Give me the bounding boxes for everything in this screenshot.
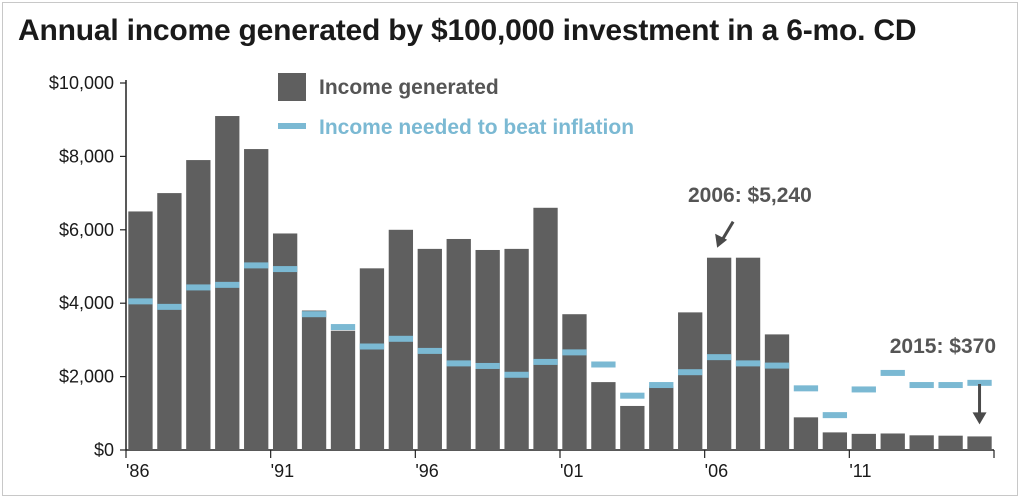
bar	[706, 257, 732, 450]
bar	[128, 211, 153, 450]
legend-label-income: Income generated	[319, 76, 499, 99]
bar	[735, 257, 761, 450]
inflation-marker	[330, 324, 356, 331]
x-tick-label: '06	[705, 461, 728, 481]
y-tick-label: $0	[94, 440, 114, 460]
bar	[822, 432, 848, 450]
inflation-marker	[880, 369, 905, 376]
inflation-marker	[967, 379, 992, 386]
bar	[909, 435, 934, 450]
chart-frame	[2, 2, 1018, 496]
inflation-marker	[157, 303, 182, 310]
bar	[620, 405, 645, 450]
inflation-marker	[533, 358, 558, 365]
y-tick-label: $4,000	[59, 293, 114, 313]
annotation-arrowhead-2006	[715, 233, 728, 248]
bar	[649, 386, 674, 450]
bar	[678, 312, 703, 450]
bar	[764, 334, 790, 450]
y-tick-label: $6,000	[59, 220, 114, 240]
bar	[793, 417, 819, 450]
bar	[967, 436, 992, 450]
bar	[359, 268, 385, 450]
bar	[244, 149, 269, 450]
y-tick-label: $10,000	[49, 73, 114, 93]
annotation-2006: 2006: $5,240	[688, 184, 812, 207]
inflation-marker	[678, 369, 703, 376]
y-tick-label: $2,000	[59, 367, 114, 387]
inflation-marker	[417, 347, 442, 354]
bar	[157, 193, 182, 450]
y-tick-label: $8,000	[59, 146, 114, 166]
inflation-marker	[272, 266, 298, 273]
x-tick-label: '11	[849, 461, 871, 481]
x-tick-label: '96	[415, 461, 438, 481]
bar	[446, 238, 471, 450]
bar	[533, 207, 558, 450]
inflation-marker	[186, 284, 211, 291]
bar	[880, 433, 905, 450]
inflation-marker	[851, 386, 876, 393]
inflation-marker	[215, 281, 240, 288]
inflation-marker	[649, 382, 674, 389]
inflation-marker	[446, 360, 471, 367]
x-tick-label: '01	[560, 461, 583, 481]
inflation-marker	[735, 360, 761, 367]
inflation-marker	[504, 371, 529, 378]
bar	[475, 249, 500, 450]
bar	[330, 330, 356, 450]
inflation-marker	[938, 382, 963, 389]
legend-swatch-income	[278, 73, 306, 101]
inflation-marker	[591, 361, 616, 368]
inflation-marker	[909, 382, 934, 389]
x-tick-label: '91	[271, 461, 294, 481]
inflation-marker	[822, 412, 848, 419]
inflation-marker	[388, 335, 414, 342]
annotation-2015: 2015: $370	[890, 335, 996, 358]
inflation-marker	[244, 262, 269, 269]
chart-title: Annual income generated by $100,000 inve…	[18, 14, 917, 47]
inflation-marker	[706, 354, 732, 361]
inflation-marker	[620, 392, 645, 399]
bar	[272, 233, 298, 450]
inflation-marker	[359, 343, 385, 350]
inflation-marker	[793, 385, 819, 392]
bar	[504, 248, 529, 450]
bar	[938, 435, 963, 450]
inflation-marker	[301, 311, 327, 318]
inflation-marker	[764, 362, 790, 369]
inflation-marker	[475, 362, 500, 369]
bar	[591, 382, 616, 450]
bar	[301, 310, 327, 450]
bar	[562, 314, 587, 450]
inflation-marker	[562, 349, 587, 356]
legend-swatch-inflation	[278, 123, 306, 129]
bar	[186, 160, 211, 450]
bar	[851, 433, 876, 450]
x-tick-label: '86	[126, 461, 149, 481]
legend-label-inflation: Income needed to beat inflation	[319, 116, 634, 139]
annotation-arrowhead-2015	[972, 412, 987, 425]
inflation-marker	[128, 298, 153, 305]
